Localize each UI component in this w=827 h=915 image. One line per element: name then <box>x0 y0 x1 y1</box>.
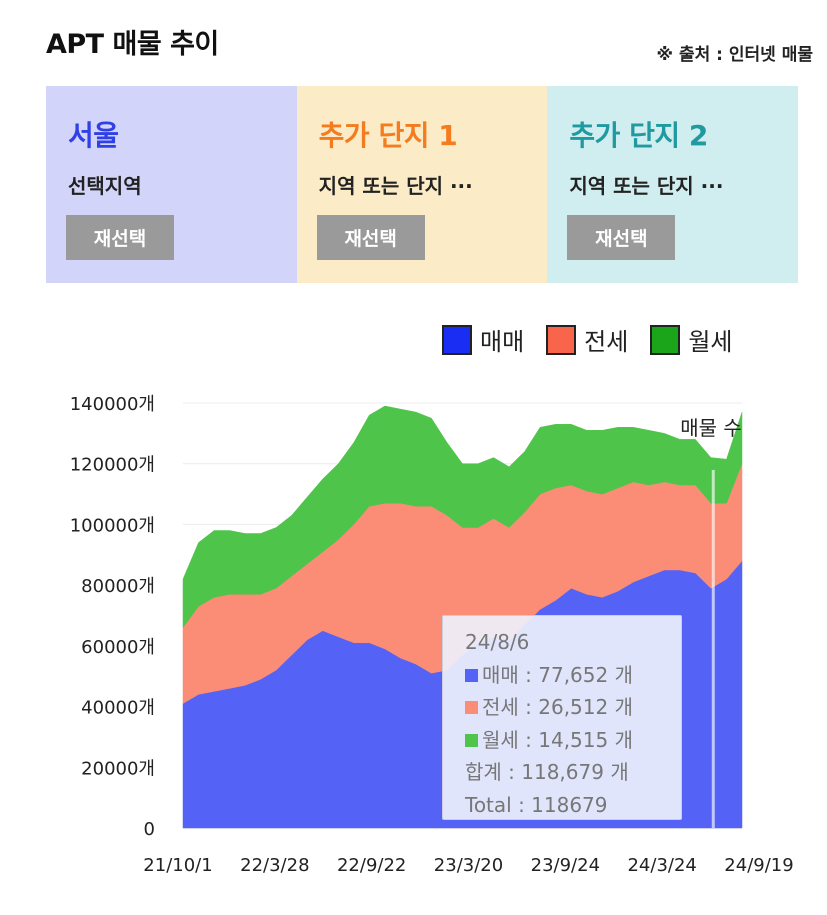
tooltip-line-monthly: 월세 : 14,515 개 <box>465 724 681 757</box>
reselect-button[interactable]: 재선택 <box>567 215 676 260</box>
annotation-label: 매물 수 <box>680 416 742 440</box>
region-card-extra-1: 추가 단지 1 지역 또는 단지 ··· 재선택 <box>296 86 548 283</box>
chart-legend: 매매 전세 월세 <box>442 322 733 357</box>
legend-swatch <box>650 324 681 355</box>
x-tick-label: 23/3/20 <box>434 855 503 876</box>
region-subtitle: 선택지역 <box>68 174 142 198</box>
legend-swatch <box>546 324 577 355</box>
chart-tooltip: 24/8/6 매매 : 77,652 개 전세 : 26,512 개 월세 : … <box>442 615 682 820</box>
legend-label: 월세 <box>688 328 733 356</box>
page-title: APT 매물 추이 <box>46 29 219 60</box>
region-subtitle: 지역 또는 단지 ··· <box>569 174 724 198</box>
source-note: ※ 출처 : 인터넷 매물 <box>656 45 813 65</box>
y-tick-label: 0 <box>144 819 155 840</box>
y-tick-label: 120000개 <box>70 455 155 476</box>
area-series-2[interactable] <box>182 405 743 628</box>
tooltip-value-sale: 매매 : 77,652 개 <box>482 662 633 687</box>
region-card-extra-2: 추가 단지 2 지역 또는 단지 ··· 재선택 <box>547 86 799 283</box>
region-name: 서울 <box>68 119 119 152</box>
legend-label: 매매 <box>480 328 525 356</box>
region-name: 추가 단지 2 <box>569 119 708 152</box>
tooltip-line-sale: 매매 : 77,652 개 <box>465 659 681 692</box>
tooltip-date: 24/8/6 <box>465 630 530 654</box>
y-tick-label: 20000개 <box>81 758 155 779</box>
legend-swatch <box>442 324 472 355</box>
x-tick-label: 21/10/1 <box>143 855 212 876</box>
region-name: 추가 단지 1 <box>318 119 458 152</box>
tooltip-total: 합계 : 118,679 개 <box>465 760 629 784</box>
region-card-seoul: 서울 선택지역 재선택 <box>46 86 297 283</box>
y-tick-label: 40000개 <box>81 698 155 719</box>
legend-item-sale[interactable]: 매매 <box>442 322 524 357</box>
y-tick-label: 100000개 <box>70 515 155 536</box>
tooltip-swatch <box>465 701 478 714</box>
x-tick-label: 23/9/24 <box>531 855 600 876</box>
x-tick-label: 22/9/22 <box>337 855 406 876</box>
tooltip-value-jeonse: 전세 : 26,512 개 <box>482 695 633 719</box>
legend-label: 전세 <box>584 328 629 356</box>
y-tick-label: 80000개 <box>81 576 155 597</box>
reselect-button[interactable]: 재선택 <box>66 215 174 260</box>
reselect-button[interactable]: 재선택 <box>316 215 425 260</box>
tooltip-swatch <box>465 733 478 747</box>
region-selector-panel: 서울 선택지역 재선택 추가 단지 1 지역 또는 단지 ··· 재선택 추가 … <box>46 86 799 283</box>
stacked-area-chart[interactable]: 0 20000개 40000개 60000개 80000개 100000개 120000개 1… <box>0 380 827 900</box>
y-tick-label: 60000개 <box>81 637 155 658</box>
tooltip-line-jeonse: 전세 : 26,512 개 <box>465 691 681 724</box>
legend-item-monthly[interactable]: 월세 <box>650 322 733 357</box>
x-tick-label: 24/9/19 <box>724 855 793 876</box>
y-tick-label: 140000개 <box>70 394 155 415</box>
x-tick-label: 22/3/28 <box>240 855 309 876</box>
legend-item-jeonse[interactable]: 전세 <box>546 322 628 357</box>
x-tick-label: 24/3/24 <box>627 855 696 876</box>
region-subtitle: 지역 또는 단지 ··· <box>318 174 473 198</box>
tooltip-swatch <box>465 668 478 682</box>
tooltip-value-monthly: 월세 : 14,515 개 <box>482 727 633 752</box>
tooltip-total-en: Total : 118679 <box>465 792 608 817</box>
